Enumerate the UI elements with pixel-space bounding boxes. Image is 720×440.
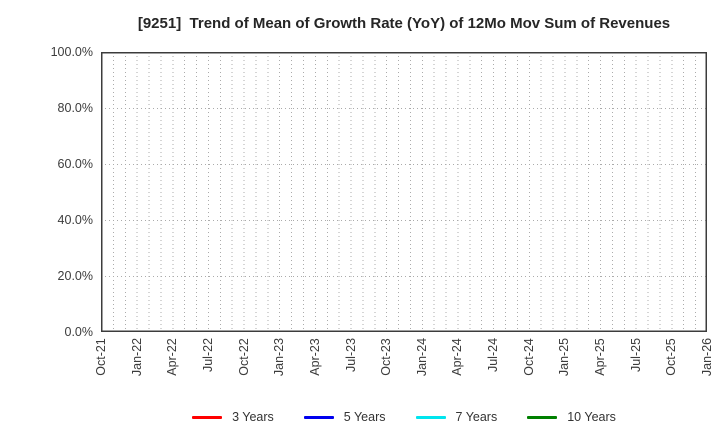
legend-label: 5 Years (343, 410, 386, 424)
x-tick-label: Oct-25 (664, 338, 679, 376)
y-tick-label: 100.0% (50, 45, 93, 59)
legend-item: 5 Years (303, 410, 386, 424)
x-tick-label: Jul-25 (628, 337, 643, 373)
legend-line-swatch (192, 415, 223, 419)
x-tick-label: Jan-24 (414, 337, 429, 377)
x-tick-label: Apr-22 (165, 338, 180, 376)
y-tick-label: 20.0% (57, 269, 93, 283)
y-tick-label: 0.0% (64, 325, 94, 339)
legend-item: 3 Years (192, 410, 274, 424)
legend: 3 Years 5 Years 7 Years 10 Years (101, 406, 707, 428)
x-tick-label: Jul-23 (343, 337, 358, 373)
x-tick-label: Apr-23 (307, 338, 322, 376)
legend-item: 7 Years (415, 410, 498, 424)
x-tick-label: Jan-25 (557, 337, 572, 377)
legend-label: 3 Years (232, 410, 274, 424)
plot-area (101, 52, 707, 332)
legend-line-swatch (527, 415, 558, 419)
x-tick-label: Oct-23 (379, 338, 394, 376)
x-tick-label: Apr-24 (450, 338, 465, 376)
legend-label: 10 Years (567, 410, 616, 424)
x-tick-label: Jul-22 (200, 337, 215, 373)
x-tick-label: Apr-25 (593, 338, 608, 376)
y-tick-label: 40.0% (57, 213, 93, 227)
x-tick-label: Jan-26 (700, 337, 714, 377)
x-tick-label: Jan-23 (272, 337, 287, 377)
x-tick-label: Jan-22 (129, 337, 144, 377)
plot-border (101, 52, 707, 332)
legend-label: 7 Years (455, 410, 498, 424)
x-tick-label: Jul-24 (486, 337, 501, 373)
x-tick-label: Oct-21 (94, 338, 108, 376)
x-tick-label: Oct-24 (521, 338, 536, 376)
legend-line-swatch (415, 415, 446, 419)
chart-title: [9251] Trend of Mean of Growth Rate (YoY… (137, 15, 671, 32)
x-tick-label: Oct-22 (236, 338, 251, 376)
legend-line-swatch (303, 415, 334, 419)
y-tick-label: 80.0% (57, 101, 93, 115)
legend-item: 10 Years (527, 410, 616, 424)
y-tick-label: 60.0% (57, 157, 93, 171)
